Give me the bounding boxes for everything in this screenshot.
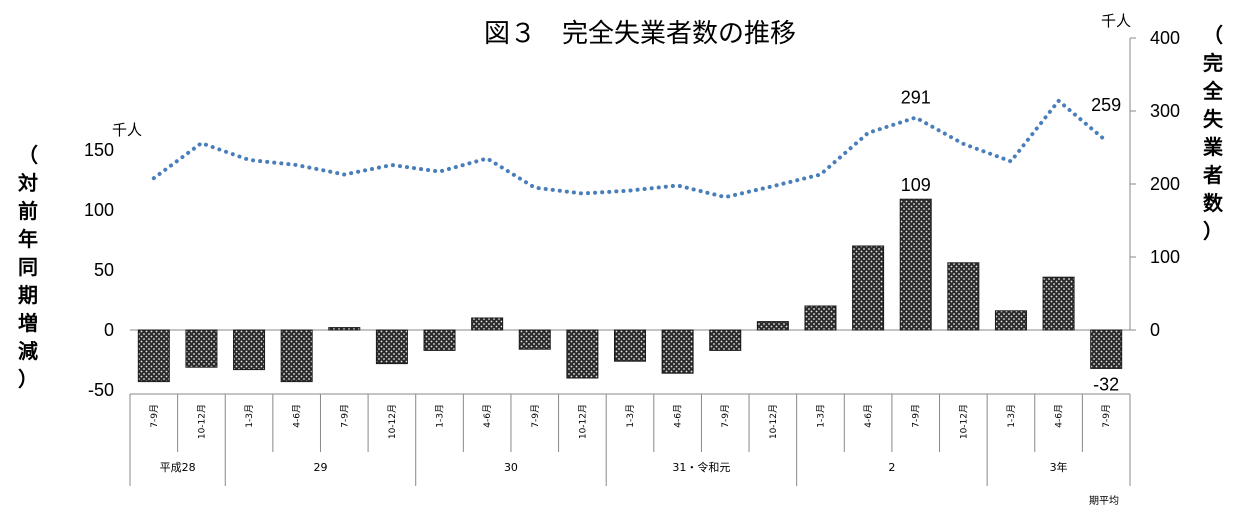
category-label: 10-12月 xyxy=(196,404,207,439)
data-label: 109 xyxy=(901,175,931,195)
bar xyxy=(375,329,408,365)
left-tick-label: -50 xyxy=(88,380,114,400)
bar xyxy=(566,329,599,379)
right-axis-unit: 千人 xyxy=(1101,12,1131,30)
right-tick-label: 100 xyxy=(1150,247,1180,267)
right-axis-title-char: 者 xyxy=(1202,163,1223,187)
bar xyxy=(137,329,170,383)
right-axis-title-char: 数 xyxy=(1203,191,1224,215)
category-label: 10-12月 xyxy=(768,404,779,439)
category-label: 1-3月 xyxy=(1006,404,1017,428)
category-label: 7-9月 xyxy=(530,404,541,428)
right-tick-label: 400 xyxy=(1150,28,1180,48)
left-axis-unit: 千人 xyxy=(112,121,142,139)
left-axis-title-char: ） xyxy=(18,367,38,391)
bar xyxy=(518,329,551,350)
line-series xyxy=(151,97,1109,200)
category-label: 10-12月 xyxy=(958,404,969,439)
category-label: 4-6月 xyxy=(673,404,684,428)
right-axis-title-char: ） xyxy=(1203,219,1223,243)
right-tick-label: 300 xyxy=(1150,101,1180,121)
year-label: 29 xyxy=(313,461,327,474)
right-tick-label: 200 xyxy=(1150,174,1180,194)
category-label: 4-6月 xyxy=(482,404,493,428)
year-label: 2 xyxy=(888,461,895,474)
bar xyxy=(280,329,313,383)
right-tick-label: 0 xyxy=(1150,320,1160,340)
bar xyxy=(614,329,646,362)
year-label: 30 xyxy=(504,461,518,474)
bar xyxy=(233,329,266,371)
left-tick-label: 50 xyxy=(94,260,114,280)
chart-title: 図３ 完全失業者数の推移 xyxy=(484,19,796,49)
left-axis-title-char: 増 xyxy=(18,311,38,335)
year-label: 31・令和元 xyxy=(672,460,730,474)
labels-layer: 109 -32 291 259 xyxy=(901,88,1122,395)
bar xyxy=(994,310,1027,331)
left-axis-title-char: 減 xyxy=(18,339,38,363)
left-tick-label: 0 xyxy=(104,320,114,340)
category-label: 4-6月 xyxy=(863,404,874,428)
left-axis-title-char: 対 xyxy=(17,171,38,195)
bar xyxy=(899,198,932,331)
category-label: 1-3月 xyxy=(625,404,636,428)
data-label: -32 xyxy=(1093,374,1119,394)
bar xyxy=(661,329,694,374)
bar xyxy=(756,321,789,331)
right-axis-title-char: 全 xyxy=(1202,79,1224,103)
bar xyxy=(804,305,837,331)
category-label: 10-12月 xyxy=(387,404,398,439)
data-label: 259 xyxy=(1091,95,1121,115)
footnote: 期平均 xyxy=(1089,495,1119,507)
year-label: 3年 xyxy=(1050,460,1068,474)
line-layer xyxy=(151,97,1109,200)
category-label: 7-9月 xyxy=(339,404,350,428)
right-axis-title-char: 業 xyxy=(1203,135,1224,159)
data-label: 291 xyxy=(901,88,931,108)
left-tick-label: 100 xyxy=(84,200,114,220)
bar xyxy=(709,329,742,351)
bar xyxy=(185,329,218,368)
year-label: 平成28 xyxy=(160,461,196,474)
category-label: 1-3月 xyxy=(435,404,446,428)
category-label: 4-6月 xyxy=(292,404,303,428)
right-axis-title-char: 失 xyxy=(1203,107,1224,131)
left-axis-title-char: 年 xyxy=(18,227,38,251)
category-label: 1-3月 xyxy=(815,404,826,428)
bar xyxy=(328,327,361,331)
category-label: 7-9月 xyxy=(149,404,160,428)
right-axis-title-char: 完 xyxy=(1203,51,1223,75)
left-axis-title-char: （ xyxy=(18,143,38,167)
right-axis-title-char: （ xyxy=(1203,23,1223,47)
left-tick-label: 150 xyxy=(84,140,114,160)
bar xyxy=(423,329,456,351)
left-axis-title-char: 期 xyxy=(18,283,38,307)
bar xyxy=(947,262,980,331)
left-axis-title-char: 同 xyxy=(18,255,38,279)
bar xyxy=(1042,276,1075,331)
bar xyxy=(852,245,885,331)
category-label: 7-9月 xyxy=(911,404,922,428)
bars-layer xyxy=(137,198,1123,383)
bar xyxy=(471,317,504,331)
bar xyxy=(1090,329,1123,369)
category-label: 7-9月 xyxy=(720,404,731,428)
category-label: 4-6月 xyxy=(1054,404,1065,428)
category-label: 7-9月 xyxy=(1101,404,1112,428)
category-label: 1-3月 xyxy=(244,404,255,428)
left-axis-title-char: 前 xyxy=(18,199,38,223)
category-label: 10-12月 xyxy=(577,404,588,439)
